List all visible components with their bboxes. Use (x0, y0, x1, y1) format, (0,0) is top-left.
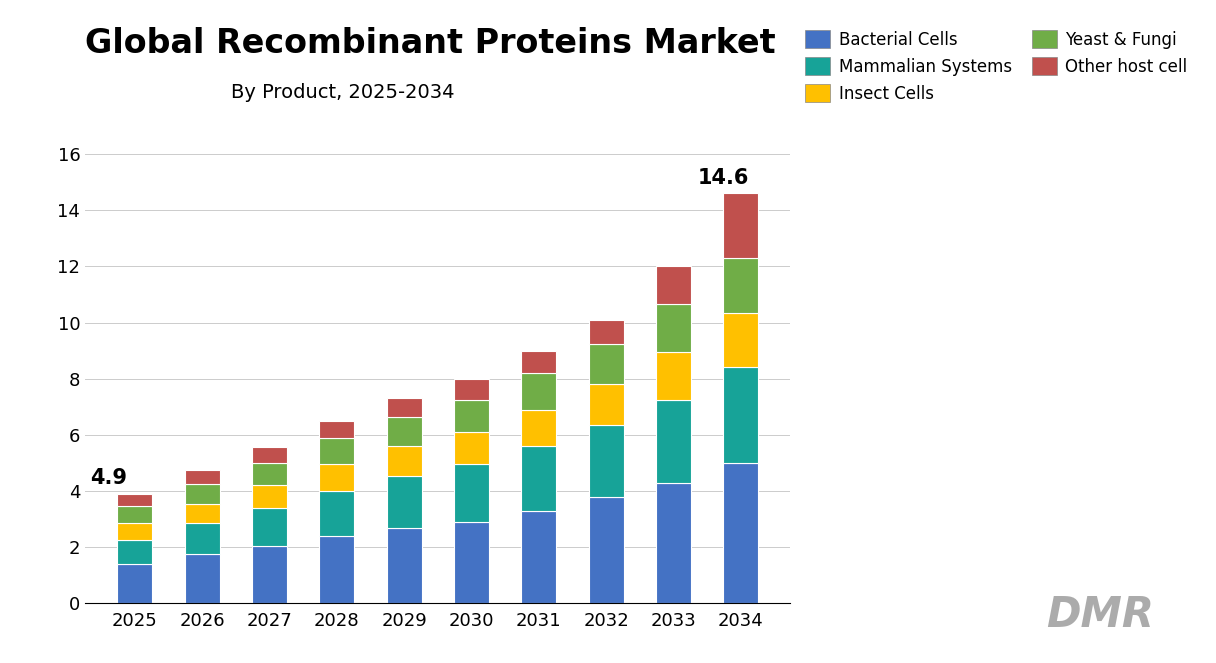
Bar (454, 379, 489, 400)
Bar (724, 194, 759, 258)
Bar (589, 425, 624, 497)
Bar (589, 385, 624, 425)
Bar (185, 470, 220, 484)
Bar (387, 416, 422, 446)
Bar (589, 320, 624, 343)
Bar (320, 464, 354, 491)
Text: 4.9: 4.9 (90, 468, 126, 488)
Text: DMR: DMR (1047, 595, 1154, 636)
Bar (724, 258, 759, 313)
Bar (454, 464, 489, 522)
Bar (117, 564, 152, 603)
Bar (320, 421, 354, 438)
Bar (387, 446, 422, 475)
Bar (522, 373, 556, 410)
Bar (589, 497, 624, 603)
Bar (320, 438, 354, 464)
Bar (320, 536, 354, 603)
Bar (454, 432, 489, 464)
Bar (522, 351, 556, 373)
Bar (252, 485, 287, 508)
Text: By Product, 2025-2034: By Product, 2025-2034 (231, 83, 455, 102)
Bar (252, 546, 287, 603)
Bar (655, 267, 691, 304)
Bar (655, 304, 691, 352)
Bar (655, 483, 691, 603)
Bar (724, 313, 759, 367)
Bar (185, 504, 220, 523)
Bar (117, 523, 152, 540)
Bar (522, 446, 556, 511)
Bar (522, 511, 556, 603)
Bar (387, 475, 422, 528)
Bar (655, 352, 691, 400)
Bar (454, 522, 489, 603)
Bar (589, 343, 624, 385)
Bar (655, 400, 691, 483)
Bar (185, 554, 220, 603)
Bar (117, 507, 152, 523)
Bar (522, 410, 556, 446)
Legend: Bacterial Cells, Mammalian Systems, Insect Cells, Yeast & Fungi, Other host cell: Bacterial Cells, Mammalian Systems, Inse… (796, 22, 1195, 111)
Bar (185, 484, 220, 504)
Bar (185, 523, 220, 554)
Bar (724, 463, 759, 603)
Bar (252, 448, 287, 463)
Bar (252, 508, 287, 546)
Text: Global Recombinant Proteins Market: Global Recombinant Proteins Market (85, 27, 776, 60)
Bar (454, 400, 489, 432)
Bar (252, 463, 287, 485)
Bar (387, 398, 422, 416)
Bar (320, 491, 354, 536)
Bar (387, 528, 422, 603)
Bar (117, 540, 152, 564)
Text: 14.6: 14.6 (698, 168, 749, 188)
Bar (117, 494, 152, 507)
Bar (724, 367, 759, 463)
